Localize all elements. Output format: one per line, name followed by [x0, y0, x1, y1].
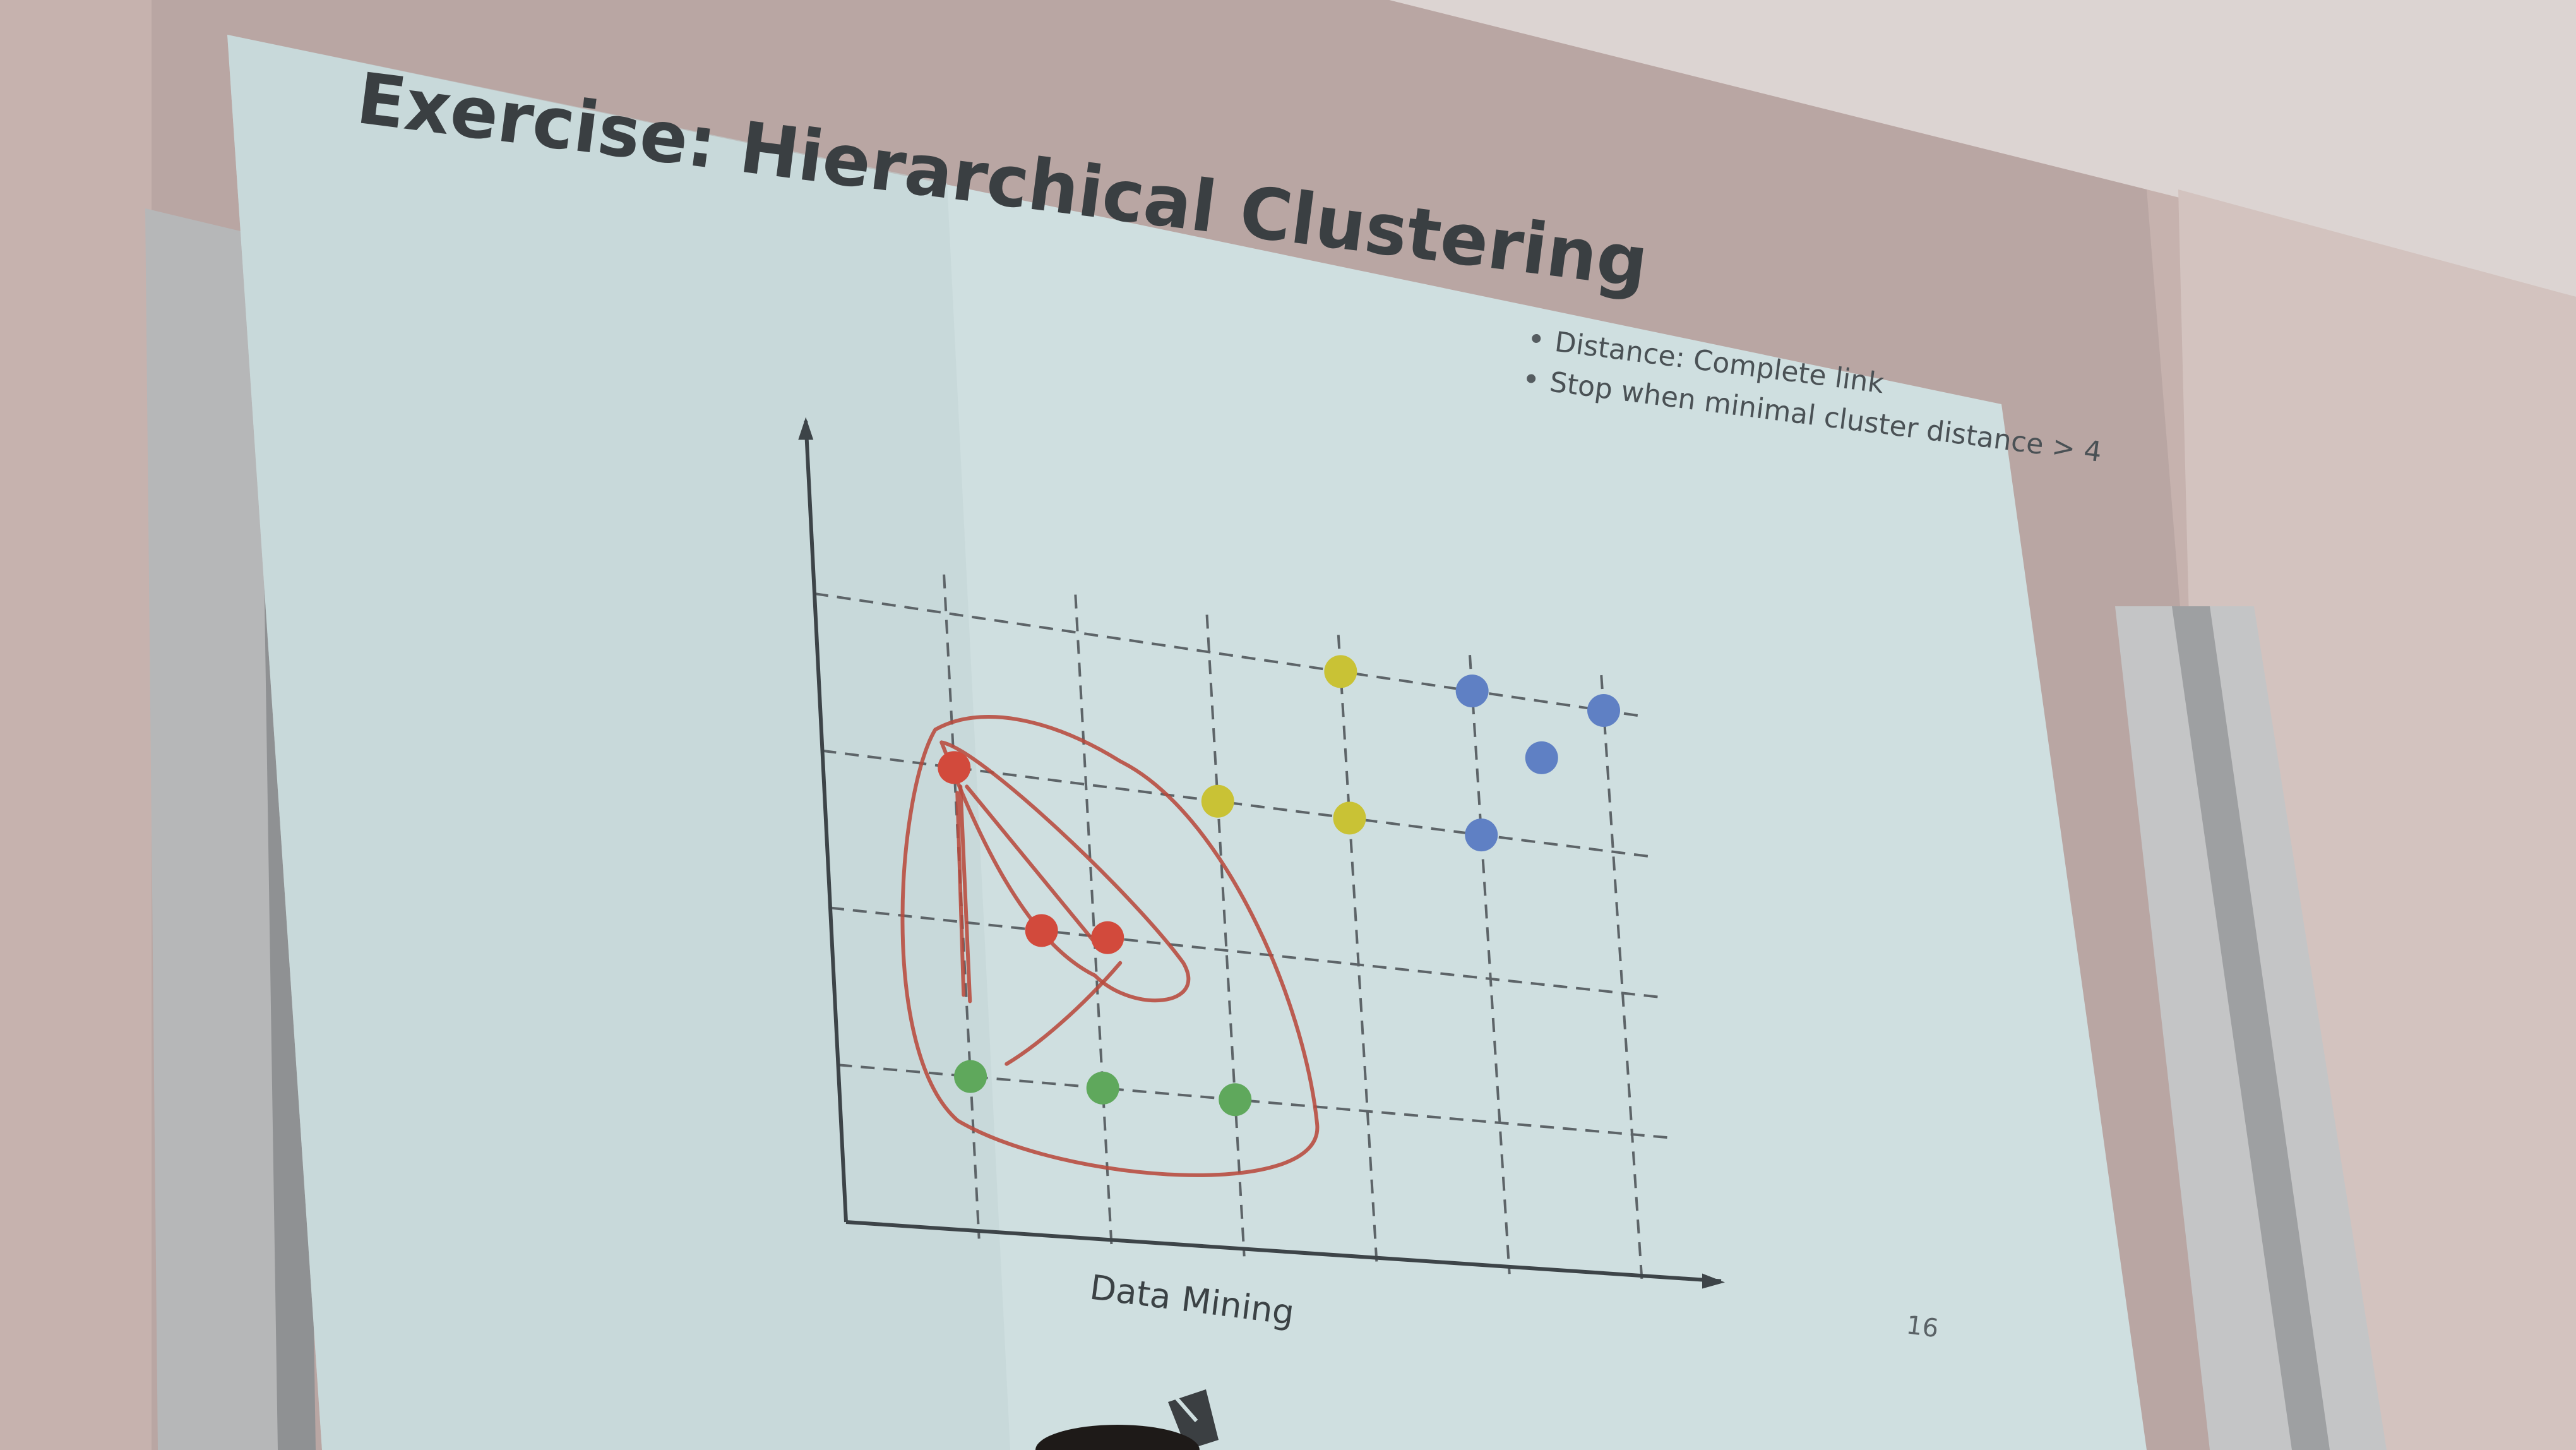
grid-line-horizontal — [830, 906, 1662, 999]
pen-cluster-outline-red — [939, 740, 1191, 1002]
grid-line-vertical — [1469, 655, 1511, 1274]
x-axis — [845, 1220, 1722, 1283]
presenter-head — [1035, 1425, 1200, 1450]
slide-page-number: 16 — [1905, 1310, 1940, 1343]
pen-cluster-outline-large — [900, 715, 1320, 1177]
bullet-dot-icon — [1532, 334, 1541, 344]
data-point-blue — [1587, 694, 1620, 727]
data-point-green — [1219, 1083, 1252, 1117]
y-axis — [804, 421, 848, 1223]
pen-link-line — [955, 784, 972, 1004]
bullet-dot-icon — [1527, 374, 1536, 383]
data-point-blue — [1525, 741, 1558, 774]
scatter-plot — [798, 417, 1725, 1289]
data-point-yellow — [1201, 784, 1234, 818]
data-point-yellow — [1324, 655, 1357, 688]
grid-line-vertical — [1600, 674, 1643, 1283]
data-point-green — [954, 1060, 987, 1093]
data-point-red — [938, 751, 971, 784]
grid-line-horizontal — [814, 592, 1643, 718]
grid-line-vertical — [1074, 594, 1113, 1248]
screen-rail-right-inner — [2172, 606, 2330, 1450]
x-axis-arrow-icon — [1702, 1273, 1725, 1289]
grid-line-vertical — [1337, 635, 1378, 1266]
data-point-green — [1086, 1071, 1119, 1105]
y-axis-arrow-icon — [798, 417, 814, 440]
pen-link-line — [965, 784, 1104, 952]
data-point-red — [1091, 921, 1124, 954]
slide-glare — [227, 35, 1010, 1450]
data-mining-logo-icon — [1168, 1389, 1219, 1450]
grid-line-vertical — [1205, 614, 1246, 1257]
data-point-blue — [1455, 674, 1489, 708]
data-point-red — [1025, 914, 1058, 947]
data-point-blue — [1465, 818, 1498, 852]
data-point-yellow — [1333, 801, 1366, 835]
pen-link-line — [1005, 961, 1123, 1066]
